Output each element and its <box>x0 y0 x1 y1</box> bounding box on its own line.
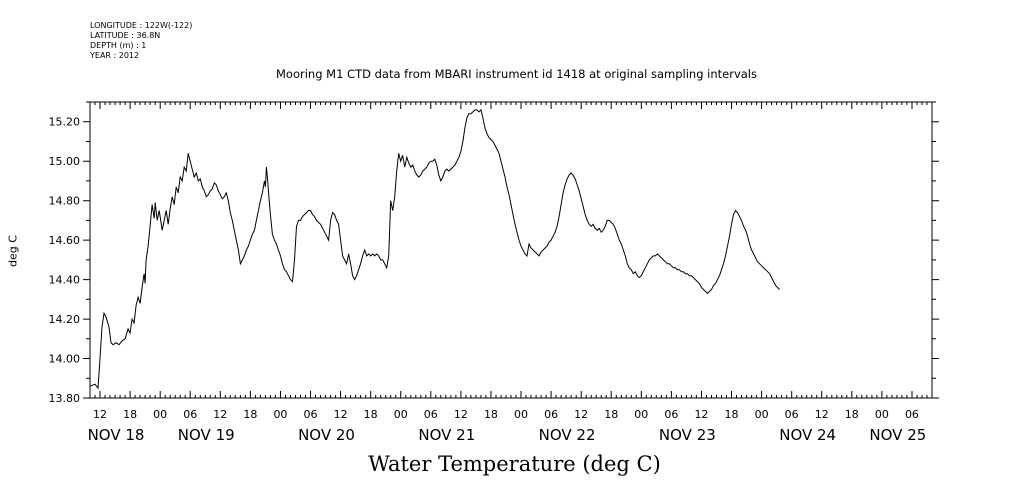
x-tick-label: 12 <box>454 408 468 421</box>
year-label: YEAR : 2012 <box>90 51 140 60</box>
y-tick-label: 14.40 <box>49 274 81 287</box>
longitude-label: LONGITUDE : 122W(-122) <box>90 21 193 30</box>
x-tick-label: 12 <box>694 408 708 421</box>
y-tick-labels: 13.80 14.00 14.20 14.40 14.60 14.80 15.00 15.20 <box>49 116 81 405</box>
x-day-label: NOV 21 <box>418 426 475 444</box>
x-tick-label: 18 <box>123 408 137 421</box>
x-day-label: NOV 24 <box>779 426 836 444</box>
x-tick-label: 06 <box>544 408 558 421</box>
y-tick-label: 14.80 <box>49 195 81 208</box>
x-tick-label: 12 <box>574 408 588 421</box>
x-tick-label: 18 <box>845 408 859 421</box>
x-tick-label: 06 <box>304 408 318 421</box>
y-tick-label: 14.60 <box>49 234 81 247</box>
x-day-label: NOV 19 <box>178 426 235 444</box>
x-tick-label: 12 <box>815 408 829 421</box>
x-axis-title: Water Temperature (deg C) <box>368 452 661 476</box>
x-tick-label: 18 <box>364 408 378 421</box>
x-tick-label: 12 <box>213 408 227 421</box>
x-tick-label: 00 <box>273 408 287 421</box>
latitude-label: LATITUDE : 36.8N <box>90 31 161 40</box>
x-tick-label: 18 <box>484 408 498 421</box>
plot-frame <box>89 101 933 399</box>
x-day-labels: NOV 18 NOV 19 NOV 20 NOV 21 NOV 22 NOV 23 NOV … <box>88 426 927 444</box>
chart-title: Mooring M1 CTD data from MBARI instrumen… <box>276 67 757 81</box>
y-ticks <box>83 101 939 399</box>
x-tick-label: 00 <box>394 408 408 421</box>
x-day-label: NOV 23 <box>659 426 716 444</box>
x-day-label: NOV 22 <box>539 426 596 444</box>
x-tick-label: 18 <box>243 408 257 421</box>
x-tick-label: 06 <box>785 408 799 421</box>
x-tick-label: 18 <box>725 408 739 421</box>
x-tick-label: 12 <box>93 408 107 421</box>
x-tick-label: 06 <box>183 408 197 421</box>
x-tick-label: 06 <box>424 408 438 421</box>
y-tick-label: 15.20 <box>49 116 81 129</box>
x-day-label: NOV 20 <box>298 426 355 444</box>
x-tick-labels: 12 18 00 06 12 18 00 06 12 18 00 06 12 18 00 06 12 18 00 06… <box>93 408 919 421</box>
axis-ticks <box>83 101 939 399</box>
temperature-series-line <box>89 108 780 390</box>
x-day-label: NOV 25 <box>869 426 926 444</box>
y-tick-label: 13.80 <box>49 392 81 405</box>
x-day-label: NOV 18 <box>88 426 145 444</box>
x-minor-ticks <box>89 102 933 398</box>
y-tick-label: 14.20 <box>49 313 81 326</box>
x-tick-label: 18 <box>604 408 618 421</box>
y-tick-label: 15.00 <box>49 155 81 168</box>
x-tick-label: 00 <box>634 408 648 421</box>
x-tick-label: 00 <box>755 408 769 421</box>
x-tick-label: 00 <box>514 408 528 421</box>
depth-label: DEPTH (m) : 1 <box>90 41 147 50</box>
x-tick-label: 00 <box>153 408 167 421</box>
x-tick-label: 12 <box>334 408 348 421</box>
x-tick-label: 06 <box>905 408 919 421</box>
x-tick-label: 00 <box>875 408 889 421</box>
x-tick-label: 06 <box>664 408 678 421</box>
station-metadata: LONGITUDE : 122W(-122) LATITUDE : 36.8N … <box>90 21 192 61</box>
y-tick-label: 14.00 <box>49 353 81 366</box>
